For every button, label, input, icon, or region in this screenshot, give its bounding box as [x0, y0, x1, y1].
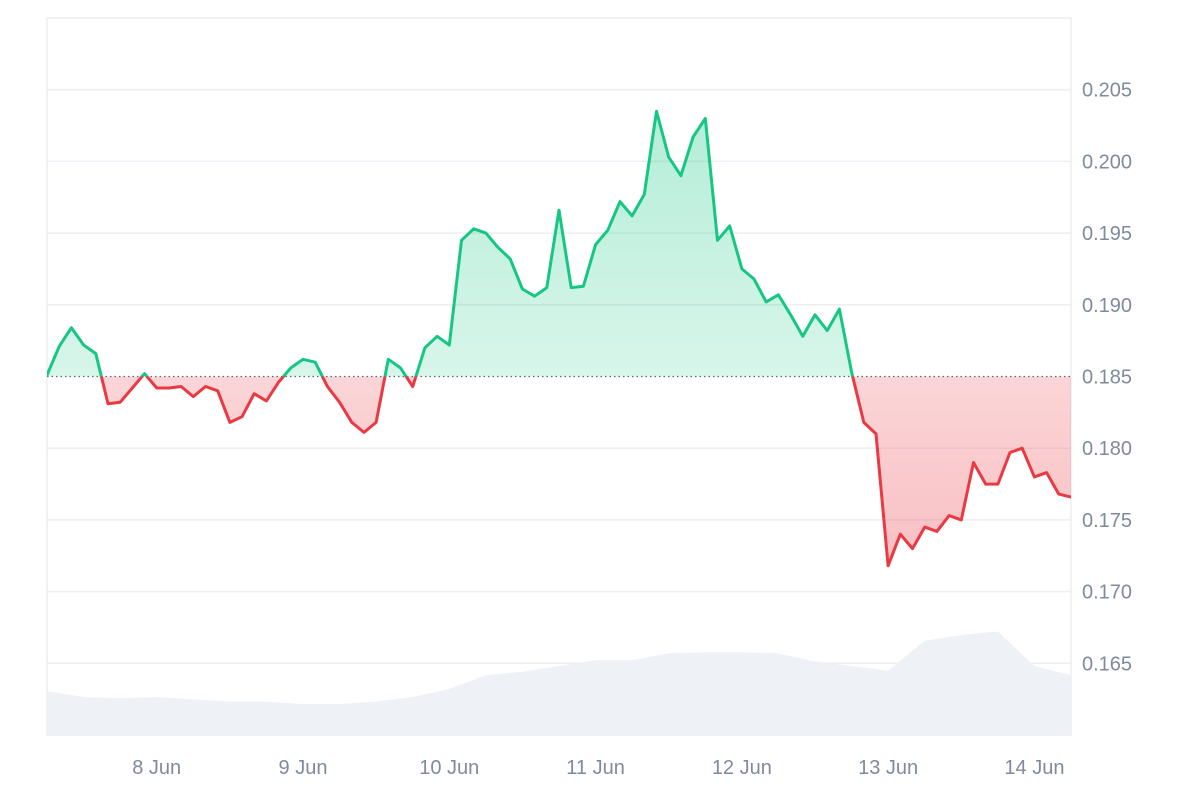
x-tick-label: 9 Jun — [279, 757, 328, 779]
x-axis-ticks: 8 Jun 9 Jun 10 Jun 11 Jun 12 Jun 13 Jun 14 Jun — [132, 757, 1064, 779]
y-tick-label: 0.170 — [1082, 582, 1132, 604]
y-tick-label: 0.175 — [1082, 510, 1132, 532]
x-tick-label: 10 Jun — [419, 757, 479, 779]
area-below-baseline — [47, 376, 1071, 566]
price-line-up — [47, 109, 855, 377]
x-tick-label: 14 Jun — [1004, 757, 1064, 779]
x-tick-label: 11 Jun — [566, 757, 625, 779]
y-tick-label: 0.195 — [1082, 223, 1132, 245]
x-tick-label: 12 Jun — [712, 757, 772, 779]
area-fill-layer — [47, 111, 1071, 566]
price-line-layer — [47, 109, 1071, 568]
y-tick-label: 0.165 — [1082, 653, 1132, 675]
y-tick-label: 0.200 — [1082, 151, 1132, 173]
area-above-baseline — [47, 111, 1071, 377]
x-tick-label: 13 Jun — [858, 757, 918, 779]
y-tick-label: 0.205 — [1082, 80, 1132, 102]
y-tick-label: 0.190 — [1082, 295, 1132, 317]
volume-area-layer — [47, 631, 1071, 735]
price-line-down — [47, 376, 1071, 568]
volume-area — [47, 631, 1071, 735]
y-tick-label: 0.180 — [1082, 438, 1132, 460]
y-tick-label: 0.185 — [1082, 367, 1132, 389]
y-axis-ticks: 0.205 0.200 0.195 0.190 0.185 0.180 0.175 0.170… — [1082, 80, 1132, 676]
x-tick-label: 8 Jun — [132, 757, 181, 779]
